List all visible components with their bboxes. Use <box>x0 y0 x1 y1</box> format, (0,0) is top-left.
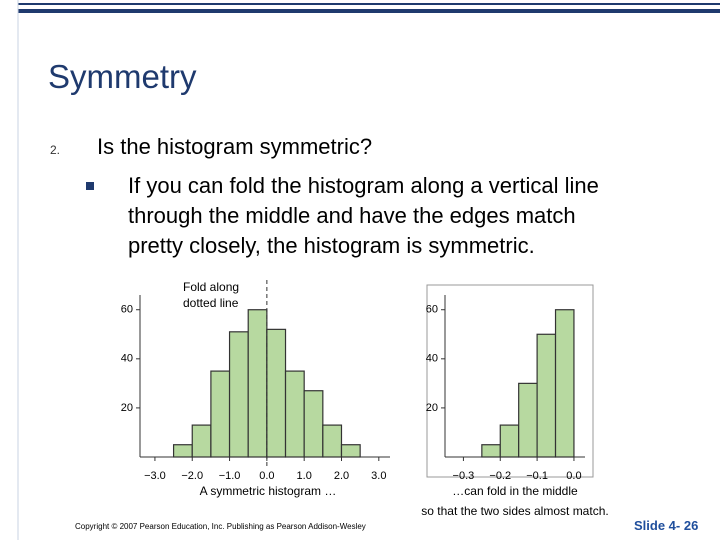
histogram-bar <box>518 382 538 458</box>
copyright: Copyright © 2007 Pearson Education, Inc.… <box>75 522 366 531</box>
x-tick-label: −2.0 <box>181 470 203 482</box>
x-tick-label: −0.3 <box>453 470 475 482</box>
histogram-bar <box>322 424 343 458</box>
x-tick-label: −0.1 <box>526 470 548 482</box>
slide-number: Slide 4- 26 <box>634 518 699 533</box>
sub-text: If you can fold the histogram along a ve… <box>128 173 599 198</box>
sub-text: through the middle and have the edges ma… <box>128 203 576 228</box>
histogram-bar <box>191 424 212 458</box>
histogram-bar <box>247 309 268 458</box>
x-tick-label: −3.0 <box>144 470 166 482</box>
slide-title: Symmetry <box>48 58 197 95</box>
histogram-bar <box>228 331 249 458</box>
histogram-bar <box>536 333 557 458</box>
histogram-bar <box>499 424 520 458</box>
y-tick-label: 40 <box>426 353 438 365</box>
histogram-bar <box>554 309 575 458</box>
histogram-bar <box>481 444 501 458</box>
annotation: Fold along <box>183 280 239 294</box>
y-tick-label: 20 <box>426 402 438 414</box>
bullet <box>86 182 94 190</box>
y-tick-label: 40 <box>121 353 133 365</box>
annotation: dotted line <box>183 296 239 310</box>
y-tick-label: 20 <box>121 402 133 414</box>
histogram-bar <box>303 390 324 458</box>
caption: so that the two sides almost match. <box>421 504 608 518</box>
x-tick-label: 3.0 <box>371 470 386 482</box>
x-tick-label: −0.2 <box>489 470 511 482</box>
sub-text: pretty closely, the histogram is symmetr… <box>128 233 535 258</box>
y-tick-label: 60 <box>426 304 438 316</box>
histogram-bar <box>340 444 361 458</box>
x-tick-label: 2.0 <box>334 470 349 482</box>
list-text: Is the histogram symmetric? <box>97 134 373 159</box>
histogram-bar <box>172 444 193 458</box>
x-tick-label: −1.0 <box>219 470 241 482</box>
y-tick-label: 60 <box>121 304 133 316</box>
caption: A symmetric histogram … <box>200 484 337 498</box>
histogram-bar <box>284 370 305 458</box>
x-tick-label: 0.0 <box>259 470 274 482</box>
histogram-bar <box>210 370 231 458</box>
caption: …can fold in the middle <box>452 484 578 498</box>
x-tick-label: 0.0 <box>566 470 581 482</box>
histogram-bar <box>266 328 287 458</box>
list-number: 2. <box>50 143 61 157</box>
x-tick-label: 1.0 <box>297 470 312 482</box>
